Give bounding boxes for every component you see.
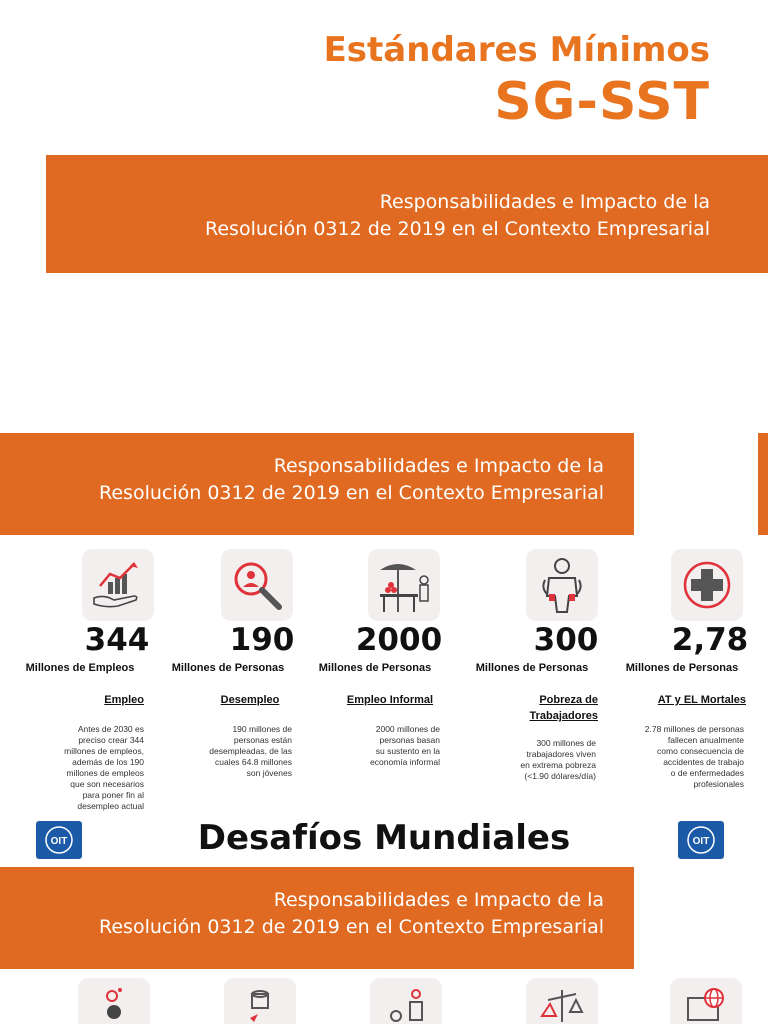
stat-category: Empleo Informal bbox=[346, 694, 434, 706]
banner-line1: Responsabilidades e Impacto de la bbox=[379, 191, 710, 213]
banner-line1: Responsabilidades e Impacto de la bbox=[273, 455, 604, 477]
stat-category: Empleo bbox=[104, 694, 144, 706]
balance-scale-icon bbox=[526, 978, 598, 1024]
stat-unit: Millones de Personas bbox=[171, 662, 285, 674]
coins-icon bbox=[224, 978, 296, 1024]
stat-number: 300 bbox=[533, 622, 599, 658]
banner-line2: Resolución 0312 de 2019 en el Contexto E… bbox=[99, 482, 604, 504]
page-subtitle: SG-SST bbox=[494, 72, 710, 132]
oit-logo: OIT bbox=[36, 821, 82, 859]
magnifier-person-icon bbox=[221, 549, 293, 621]
stat-description: 190 millones de personas están desempleada… bbox=[209, 724, 292, 778]
oit-logo-text: OIT bbox=[51, 836, 68, 847]
stat-number: 190 bbox=[229, 622, 295, 658]
stat-description: Antes de 2030 es preciso crear 344 millone… bbox=[64, 724, 144, 811]
banner-line1: Responsabilidades e Impacto de la bbox=[273, 889, 604, 911]
growth-chart-hand-icon bbox=[82, 549, 154, 621]
stat-description: 2.78 millones de personas fallecen anualm… bbox=[644, 724, 744, 789]
stat-number: 2000 bbox=[355, 622, 443, 658]
street-vendor-icon bbox=[368, 549, 440, 621]
stat-number: 344 bbox=[84, 622, 150, 658]
banner-line2: Resolución 0312 de 2019 en el Contexto E… bbox=[205, 218, 710, 240]
stat-unit: Millones de Personas bbox=[625, 662, 739, 674]
stat-unit: Millones de Personas bbox=[318, 662, 432, 674]
stat-description: 2000 millones de personas basan su sustent… bbox=[370, 724, 440, 767]
empty-pockets-worker-icon bbox=[526, 549, 598, 621]
page-title: Estándares Mínimos bbox=[323, 30, 710, 70]
stat-category: Desempleo bbox=[220, 694, 280, 706]
oit-logo-text: OIT bbox=[693, 836, 710, 847]
banner-middle: Responsabilidades e Impacto de la Resolu… bbox=[0, 433, 634, 535]
edge-bar bbox=[758, 433, 768, 535]
stat-category: Pobreza de Trabajadores bbox=[529, 694, 598, 722]
gender-coins-icon bbox=[370, 978, 442, 1024]
banner-top: Responsabilidades e Impacto de la Resolu… bbox=[46, 155, 768, 273]
stat-unit: Millones de Personas bbox=[475, 662, 589, 674]
oit-logo: OIT bbox=[678, 821, 724, 859]
globe-screen-icon bbox=[670, 978, 742, 1024]
stat-number: 2,78 bbox=[671, 622, 749, 658]
stat-description: 300 millones de trabajadores viven en extr… bbox=[520, 738, 596, 781]
gear-clock-icon bbox=[78, 978, 150, 1024]
section-heading: Desafíos Mundiales bbox=[197, 818, 571, 858]
stat-category: AT y EL Mortales bbox=[657, 694, 746, 706]
medical-cross-icon bbox=[671, 549, 743, 621]
banner-bottom: Responsabilidades e Impacto de la Resolu… bbox=[0, 867, 634, 969]
banner-line2: Resolución 0312 de 2019 en el Contexto E… bbox=[99, 916, 604, 938]
stat-unit: Millones de Empleos bbox=[25, 662, 135, 674]
